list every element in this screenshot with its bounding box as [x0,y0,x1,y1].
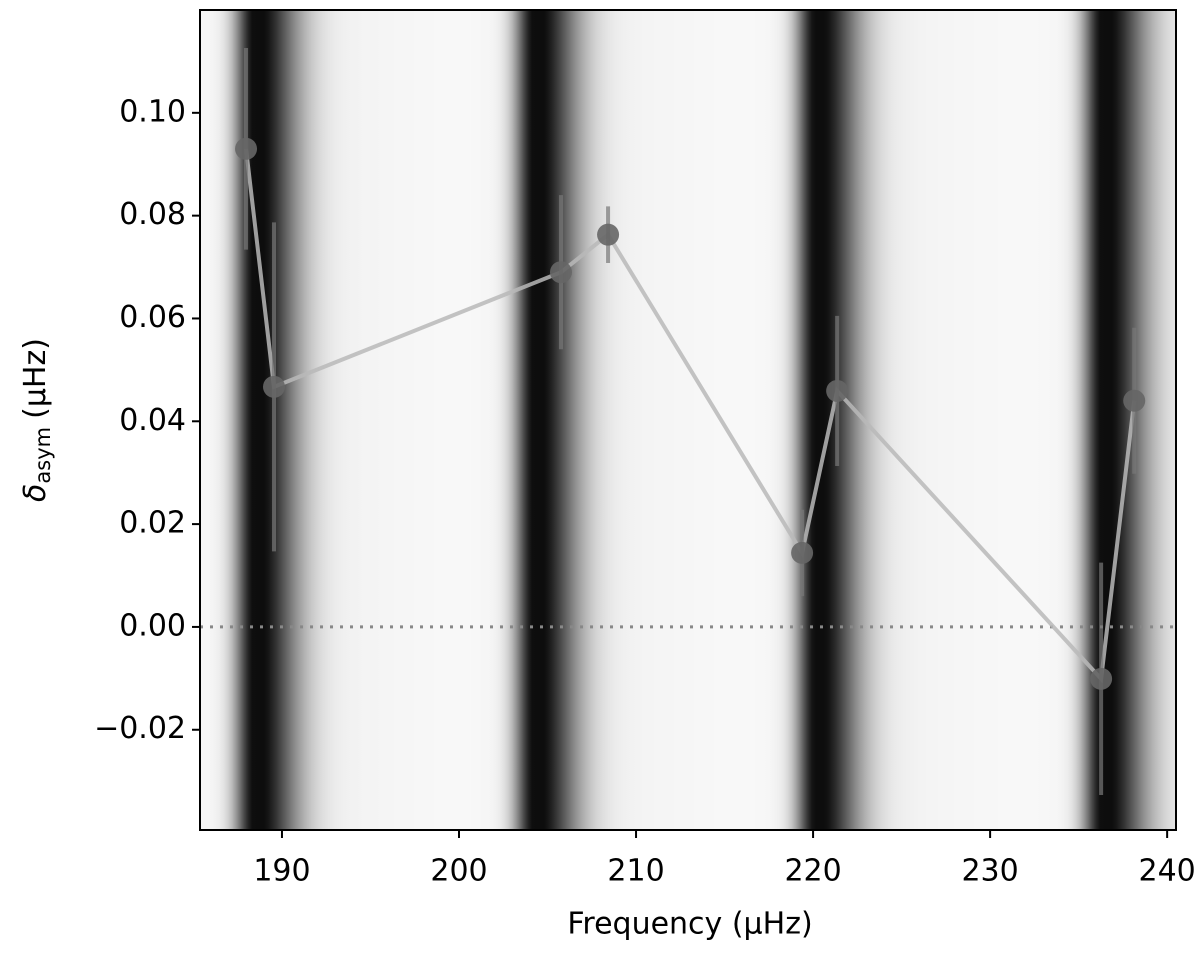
data-point [826,379,849,402]
data-point [1090,667,1113,690]
y-tick-label: 0.06 [119,300,186,335]
y-label-symbol: δ [18,484,53,502]
y-tick-label: 0.02 [119,506,186,541]
x-tick-label: 190 [253,854,310,889]
data-point [597,223,620,246]
y-tick-label: 0.10 [119,94,186,129]
plot-frame [199,9,1177,831]
plot-background [200,10,1176,830]
data-point [549,261,572,284]
x-tick-label: 200 [430,854,487,889]
x-axis-label: Frequency (μHz) [567,907,812,942]
y-tick-label: 0.00 [119,608,186,643]
x-tick-label: 210 [607,854,664,889]
y-tick-label: 0.08 [119,197,186,232]
y-tick-label: −0.02 [94,711,186,746]
series-line [244,148,1137,684]
x-tick-label: 230 [961,854,1018,889]
y-label-unit: (μHz) [18,338,53,419]
data-point [791,541,814,564]
y-label-subscript: asym [31,427,55,484]
x-tick-label: 240 [1139,854,1196,889]
y-tick-label: 0.04 [119,403,186,438]
y-axis-label: δasym (μHz) [18,338,56,502]
data-point [263,375,286,398]
data-point [1123,389,1146,412]
x-tick-label: 220 [784,854,841,889]
data-point [235,137,258,160]
